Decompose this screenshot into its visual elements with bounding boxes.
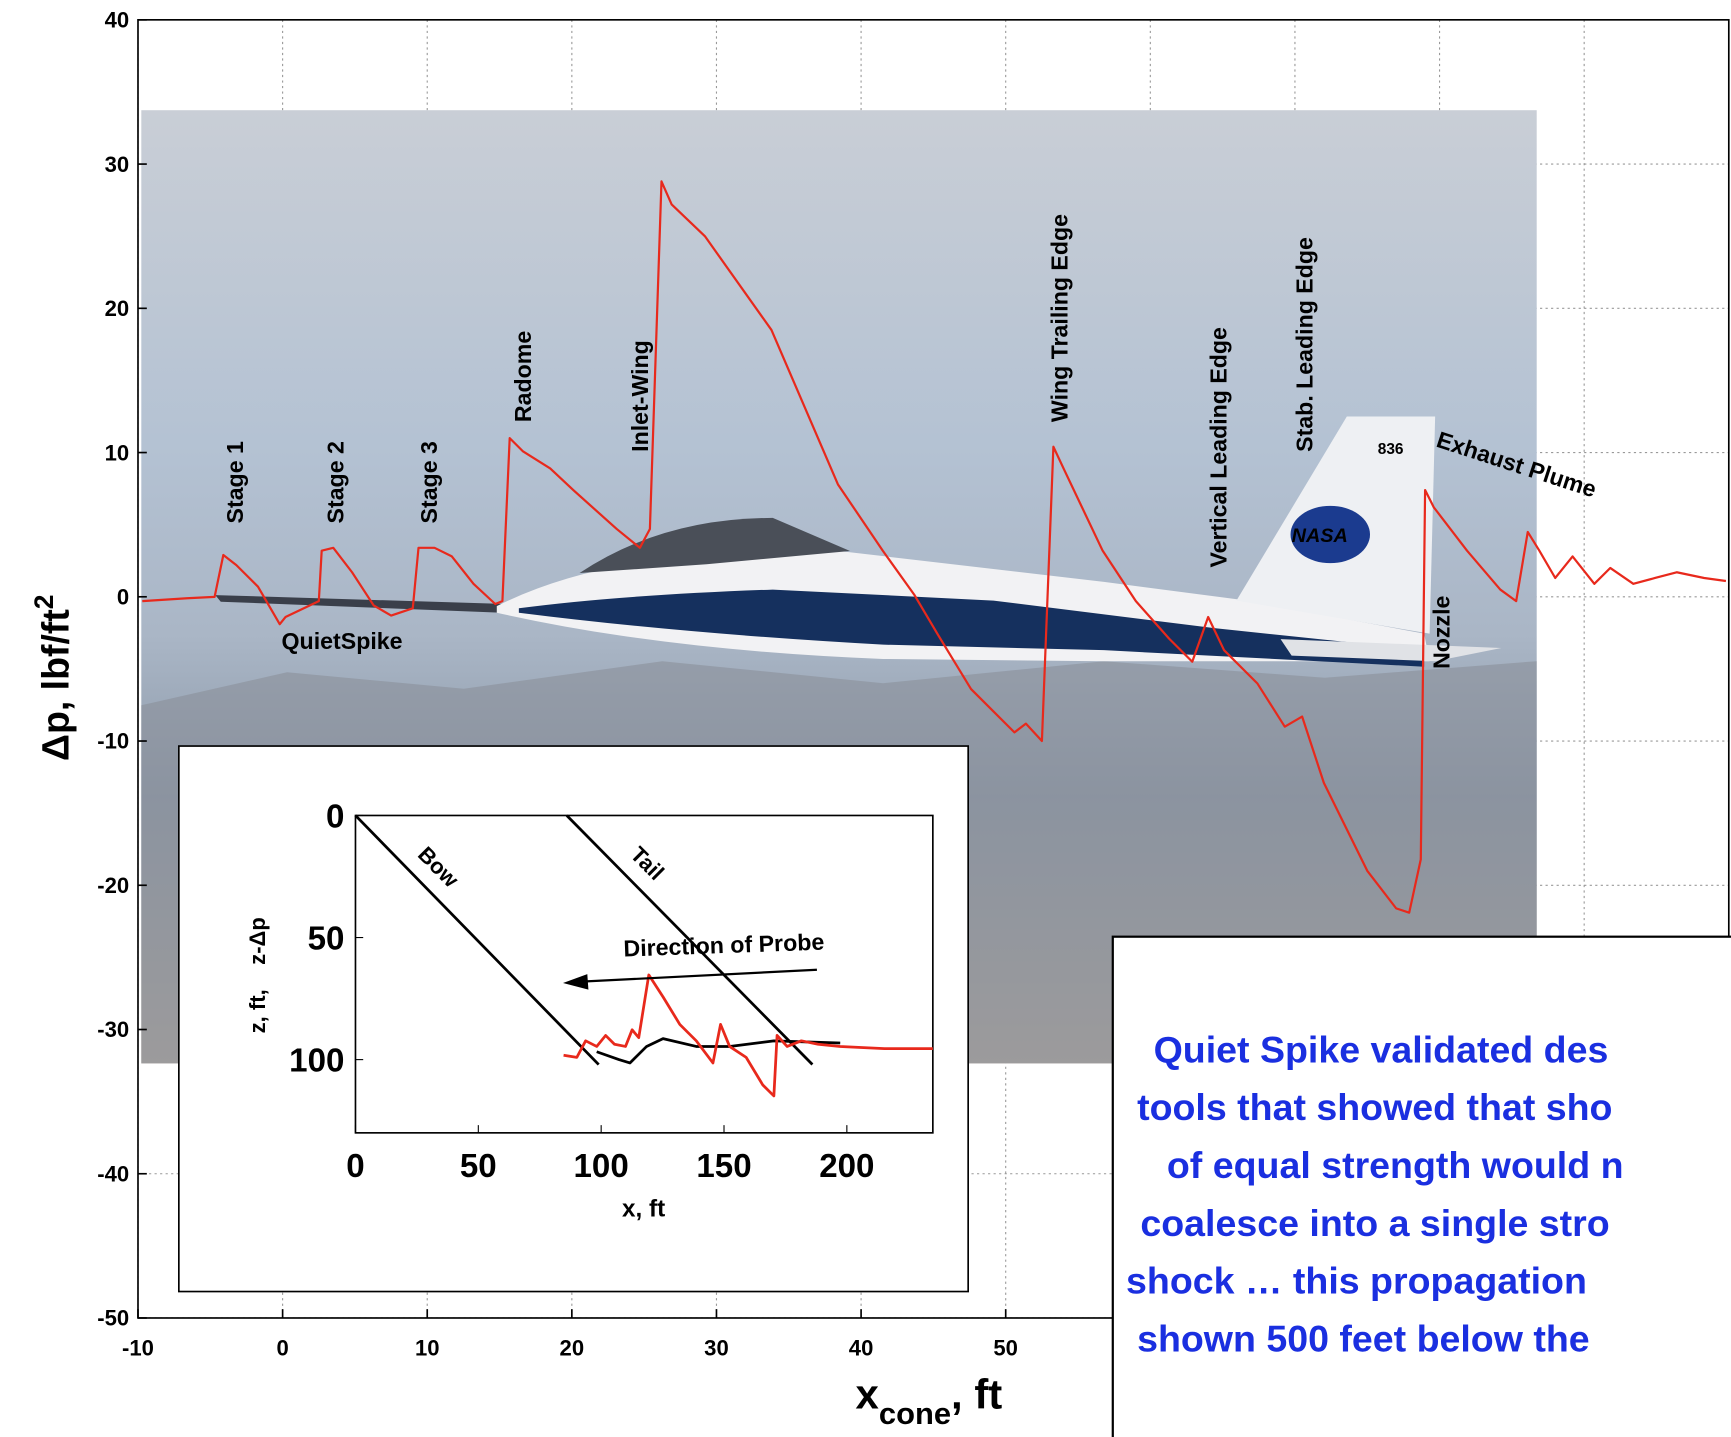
note-line: shock … this propagation bbox=[1126, 1260, 1587, 1302]
x-tick-label: 20 bbox=[560, 1335, 585, 1360]
annotation: Nozzle bbox=[1428, 596, 1454, 669]
annotation: Vertical Leading Edge bbox=[1205, 327, 1231, 568]
x-tick-label: 0 bbox=[276, 1335, 288, 1360]
y-axis-label: Δp, lbf/ft2 bbox=[29, 594, 76, 760]
x-tick-label: 50 bbox=[993, 1335, 1018, 1360]
y-tick-label: 0 bbox=[326, 799, 344, 836]
y-axis-label: z, ft, z-Δp bbox=[245, 917, 270, 1033]
annotation: Inlet-Wing bbox=[627, 340, 653, 452]
annotation: Stab. Leading Edge bbox=[1292, 237, 1318, 452]
note: Quiet Spike validated des tools that show… bbox=[1111, 935, 1731, 1437]
series-line bbox=[596, 1037, 841, 1065]
note-line: tools that showed that sho bbox=[1137, 1086, 1612, 1128]
spike bbox=[215, 595, 503, 613]
y-tick-label: -40 bbox=[97, 1161, 129, 1186]
y-tick-label: -30 bbox=[97, 1017, 129, 1042]
y-tick-label: 50 bbox=[308, 921, 345, 958]
note-box bbox=[1111, 935, 1731, 1437]
x-tick-label: 40 bbox=[849, 1335, 874, 1360]
y-tick-label: -20 bbox=[97, 873, 129, 898]
y-tick-label: 40 bbox=[105, 8, 130, 33]
annotation: Stage 1 bbox=[222, 441, 248, 523]
series-line bbox=[565, 814, 814, 1066]
photo-label: NASA bbox=[1292, 525, 1348, 547]
series-line bbox=[563, 973, 933, 1098]
probe-arrowhead bbox=[563, 974, 589, 990]
y-tick-label: 0 bbox=[117, 585, 129, 610]
y-axis-label-part: 2 bbox=[29, 594, 59, 609]
photo-label: 836 bbox=[1378, 441, 1404, 458]
annotation: Stage 3 bbox=[416, 441, 442, 523]
inset-frame bbox=[354, 814, 934, 1134]
series-line bbox=[354, 814, 600, 1066]
annotation: Stage 2 bbox=[322, 441, 348, 523]
plot-frame bbox=[137, 19, 1730, 1319]
y-tick-label: 20 bbox=[105, 296, 130, 321]
stabilizer bbox=[1280, 639, 1502, 662]
annotation: Radome bbox=[510, 331, 536, 422]
inset-box bbox=[178, 745, 969, 1293]
x-axis-label: xcone, ft bbox=[856, 1370, 1003, 1430]
x-tick-label: 50 bbox=[460, 1148, 497, 1185]
x-tick-label: 10 bbox=[415, 1335, 440, 1360]
y-tick-label: -50 bbox=[97, 1306, 129, 1331]
x-axis-label-part: x bbox=[856, 1370, 879, 1417]
x-tick-label: 200 bbox=[819, 1148, 874, 1185]
y-tick-label: 100 bbox=[289, 1043, 344, 1080]
y-tick-label: 10 bbox=[105, 440, 130, 465]
x-tick-label: 150 bbox=[696, 1148, 751, 1185]
x-tick-label: 0 bbox=[346, 1148, 364, 1185]
x-axis-label: x, ft bbox=[622, 1196, 665, 1223]
note-line: shown 500 feet below the bbox=[1137, 1318, 1590, 1360]
canopy bbox=[579, 517, 851, 574]
y-axis-label-part: Δp, lbf/ft bbox=[34, 609, 76, 761]
x-axis-label-part: cone bbox=[879, 1396, 951, 1431]
x-tick-label: 30 bbox=[704, 1335, 729, 1360]
series-line bbox=[142, 180, 1727, 914]
x-tick-label: 100 bbox=[574, 1148, 629, 1185]
y-tick-label: -10 bbox=[97, 729, 129, 754]
y-tick-label: 30 bbox=[105, 152, 130, 177]
x-axis-label-part: , ft bbox=[951, 1370, 1002, 1417]
main-chart: -100102030405060708090100-50-40-30-20-10… bbox=[29, 8, 1731, 1431]
note-line: Quiet Spike validated des bbox=[1154, 1028, 1609, 1070]
probe-arrow bbox=[576, 968, 817, 983]
annotation: QuietSpike bbox=[282, 628, 403, 654]
x-tick-label: -10 bbox=[122, 1335, 154, 1360]
annotation: Wing Trailing Edge bbox=[1047, 214, 1073, 422]
note-line: coalesce into a single stro bbox=[1140, 1202, 1609, 1244]
note-line: of equal strength would n bbox=[1167, 1144, 1624, 1186]
nasa-logo bbox=[1290, 505, 1371, 564]
